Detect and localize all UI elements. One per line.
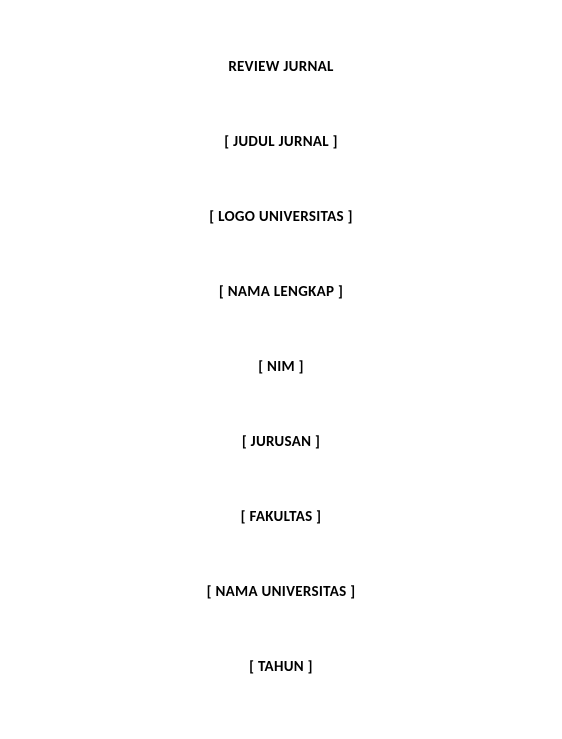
- field-nim: [ NIM ]: [258, 358, 304, 376]
- field-fakultas: [ FAKULTAS ]: [241, 508, 322, 526]
- field-nama-universitas: [ NAMA UNIVERSITAS ]: [207, 583, 356, 601]
- field-judul-jurnal: [ JUDUL JURNAL ]: [224, 133, 338, 151]
- field-logo-universitas: [ LOGO UNIVERSITAS ]: [209, 208, 353, 226]
- field-nama-lengkap: [ NAMA LENGKAP ]: [219, 283, 343, 301]
- document-title: REVIEW JURNAL: [228, 58, 333, 76]
- field-jurusan: [ JURUSAN ]: [242, 433, 320, 451]
- cover-page: REVIEW JURNAL [ JUDUL JURNAL ] [ LOGO UN…: [0, 58, 562, 699]
- field-tahun: [ TAHUN ]: [249, 658, 313, 676]
